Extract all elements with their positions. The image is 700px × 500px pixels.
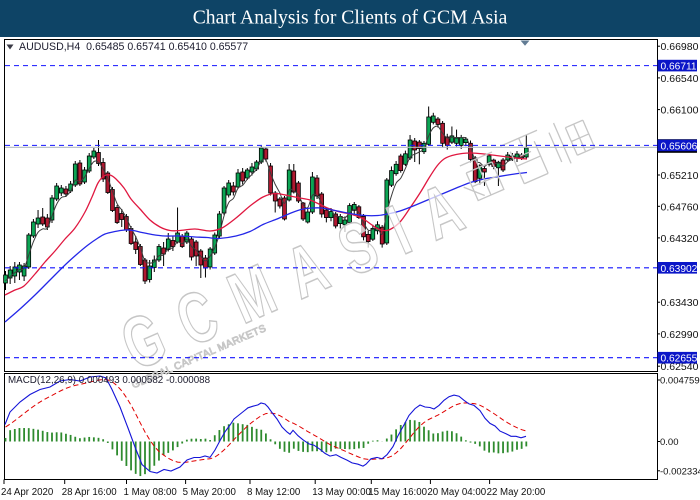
svg-text:0.65210: 0.65210: [661, 170, 699, 182]
svg-text:0.004759: 0.004759: [660, 376, 700, 387]
svg-text:13 May 00:00: 13 May 00:00: [312, 487, 371, 498]
svg-text:28 Apr 16:00: 28 Apr 16:00: [62, 487, 118, 498]
svg-text:0.64320: 0.64320: [661, 233, 699, 245]
svg-text:0.64760: 0.64760: [661, 201, 699, 213]
svg-text:1 May 08:00: 1 May 08:00: [124, 487, 178, 498]
svg-text:0.66100: 0.66100: [661, 105, 699, 117]
svg-text:0.66540: 0.66540: [661, 73, 699, 85]
svg-text:0.63430: 0.63430: [661, 297, 699, 309]
svg-text:Chart Analysis for Clients of: Chart Analysis for Clients of GCM Asia: [193, 8, 508, 29]
svg-text:0.62655: 0.62655: [661, 354, 698, 365]
svg-text:0.66980: 0.66980: [661, 41, 699, 53]
svg-text:5 May 20:00: 5 May 20:00: [183, 487, 237, 498]
svg-text:0.62540: 0.62540: [661, 361, 699, 373]
svg-text:-0.002334: -0.002334: [660, 466, 700, 477]
svg-text:0.00: 0.00: [660, 437, 679, 448]
svg-text:22 May 20:00: 22 May 20:00: [487, 487, 546, 498]
svg-text:0.62990: 0.62990: [661, 329, 699, 341]
svg-text:0.66711: 0.66711: [661, 62, 697, 73]
svg-text:8 May 12:00: 8 May 12:00: [247, 487, 301, 498]
svg-text:MACD(12,26,9) 0.000493 0.00058: MACD(12,26,9) 0.000493 0.000582 -0.00008…: [8, 375, 211, 386]
svg-text:24 Apr 2020: 24 Apr 2020: [1, 487, 54, 498]
svg-text:15 May 16:00: 15 May 16:00: [368, 487, 427, 498]
svg-text:0.65606: 0.65606: [661, 141, 698, 152]
svg-text:20 May 04:00: 20 May 04:00: [427, 487, 486, 498]
svg-text:0.63902: 0.63902: [661, 264, 698, 275]
svg-text:AUDUSD,H4 0.65485 0.65741 0.6: AUDUSD,H4 0.65485 0.65741 0.65410 0.6557…: [19, 41, 248, 53]
